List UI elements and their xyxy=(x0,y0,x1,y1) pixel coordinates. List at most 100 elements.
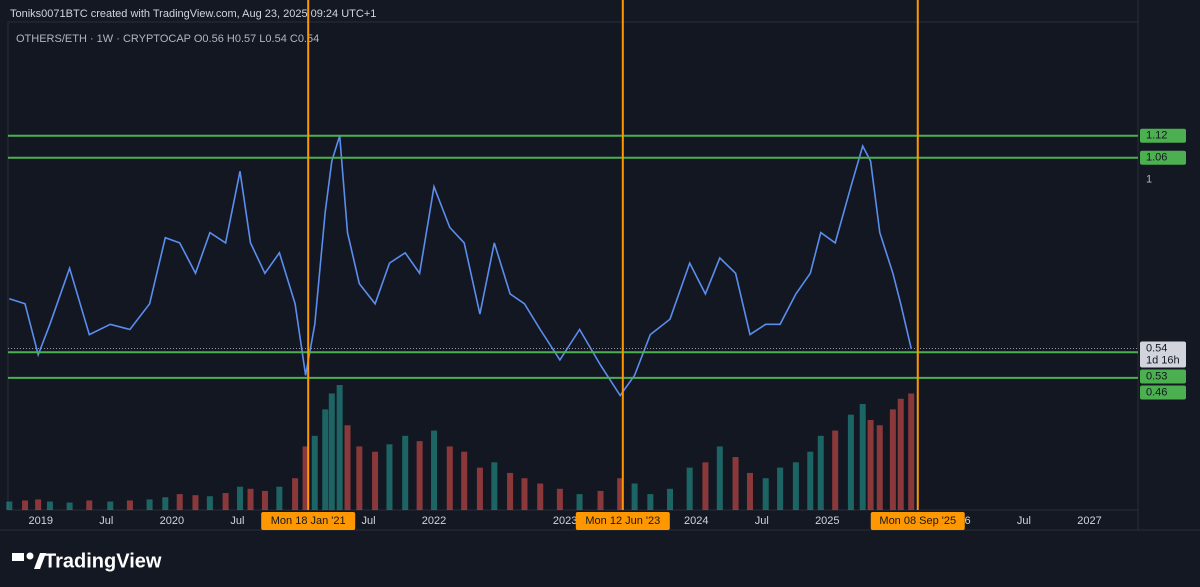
volume-bar xyxy=(556,488,563,510)
volume-bar xyxy=(491,462,498,510)
volume-bar xyxy=(807,451,814,510)
volume-bar xyxy=(507,472,514,510)
marker-label-bg xyxy=(870,512,965,530)
volume-bar xyxy=(908,393,915,510)
marker-label: Mon 12 Jun '23 xyxy=(585,515,660,527)
volume-bar xyxy=(6,501,13,510)
volume-bar xyxy=(146,499,153,510)
volume-bar xyxy=(292,478,299,510)
marker-label-bg xyxy=(261,512,356,530)
volume-bar xyxy=(126,500,133,510)
volume-bar xyxy=(521,478,528,510)
axis-label: 0.54 xyxy=(1146,342,1167,354)
volume-bar xyxy=(777,467,784,510)
volume-bar xyxy=(576,494,583,510)
volume-bar xyxy=(276,486,283,510)
volume-bar xyxy=(732,457,739,510)
y-tick-label: 1 xyxy=(1146,174,1152,186)
volume-bar xyxy=(66,502,73,510)
volume-bar xyxy=(792,462,799,510)
volume-bar xyxy=(336,385,343,510)
axis-label: 0.53 xyxy=(1146,370,1167,382)
volume-bar xyxy=(686,467,693,510)
volume-bar xyxy=(832,430,839,510)
x-tick-label: 2022 xyxy=(422,515,446,527)
volume-bar xyxy=(261,490,268,510)
price-line xyxy=(9,135,912,397)
volume-bar xyxy=(461,451,468,510)
legend: OTHERS/ETH · 1W · CRYPTOCAP O0.56 H0.57 … xyxy=(16,33,319,45)
volume-bar xyxy=(311,435,318,510)
x-tick-label: Jul xyxy=(1017,515,1031,527)
volume-bar xyxy=(46,501,53,510)
volume-bar xyxy=(344,425,351,510)
axis-label-bg xyxy=(1140,369,1186,384)
volume-bar xyxy=(746,472,753,510)
axis-label: 1.12 xyxy=(1146,130,1167,142)
volume-bar xyxy=(356,446,363,510)
countdown: 1d 16h xyxy=(1146,354,1180,366)
volume-bar xyxy=(322,409,329,510)
volume-bar xyxy=(446,446,453,510)
axis-label: 1.06 xyxy=(1146,152,1167,164)
volume-bar xyxy=(897,398,904,510)
brand: TradingView xyxy=(44,550,162,572)
volume-bar xyxy=(431,430,438,510)
volume-bar xyxy=(537,483,544,510)
volume-bar xyxy=(176,494,183,510)
volume-bar xyxy=(328,393,335,510)
x-tick-label: 2019 xyxy=(29,515,53,527)
axis-label-bg xyxy=(1140,385,1186,400)
x-tick-label: 2024 xyxy=(684,515,708,527)
volume-bar xyxy=(206,496,213,510)
volume-bar xyxy=(762,478,769,510)
axis-label-bg xyxy=(1140,341,1186,368)
volume-bar xyxy=(107,501,114,510)
pane xyxy=(7,21,1139,511)
x-tick-label: Jul xyxy=(230,515,244,527)
marker-label: Mon 08 Sep '25 xyxy=(879,515,956,527)
volume-bar xyxy=(247,488,254,510)
volume-bar xyxy=(867,419,874,510)
x-tick-label: 2027 xyxy=(1077,515,1101,527)
volume-bar xyxy=(222,493,229,510)
volume-bar xyxy=(372,451,379,510)
axis-label: 0.46 xyxy=(1146,386,1167,398)
volume-bar xyxy=(86,500,93,510)
volume-bar xyxy=(386,444,393,510)
volume-bar xyxy=(192,495,199,510)
volume-bar xyxy=(716,446,723,510)
x-tick-label: Jul xyxy=(755,515,769,527)
marker-label: Mon 18 Jan '21 xyxy=(271,515,346,527)
volume-bar xyxy=(35,499,42,510)
volume-bar xyxy=(889,409,896,510)
logo xyxy=(12,552,46,569)
volume-bar xyxy=(402,435,409,510)
volume-bar xyxy=(667,488,674,510)
volume-bar xyxy=(302,446,309,510)
marker-label-bg xyxy=(575,512,670,530)
x-tick-label: 2025 xyxy=(815,515,839,527)
volume-bar xyxy=(617,478,624,510)
volume-bar xyxy=(476,467,483,510)
axis-label-bg xyxy=(1140,128,1186,143)
volume-bar xyxy=(22,500,29,510)
x-tick-label: 2023 xyxy=(553,515,577,527)
volume-bar xyxy=(847,414,854,510)
volume-bar xyxy=(702,462,709,510)
axis-label-bg xyxy=(1140,150,1186,165)
header: Toniks0071BTC created with TradingView.c… xyxy=(10,8,376,20)
volume-bar xyxy=(817,435,824,510)
volume-bar xyxy=(631,483,638,510)
volume-bar xyxy=(876,425,883,510)
volume-bar xyxy=(647,494,654,510)
x-tick-label: Jul xyxy=(361,515,375,527)
volume-bar xyxy=(237,486,244,510)
x-tick-label: 2020 xyxy=(160,515,184,527)
volume-bar xyxy=(597,490,604,510)
x-tick-label: Jul xyxy=(99,515,113,527)
volume-bar xyxy=(416,441,423,510)
volume-bar xyxy=(859,404,866,510)
